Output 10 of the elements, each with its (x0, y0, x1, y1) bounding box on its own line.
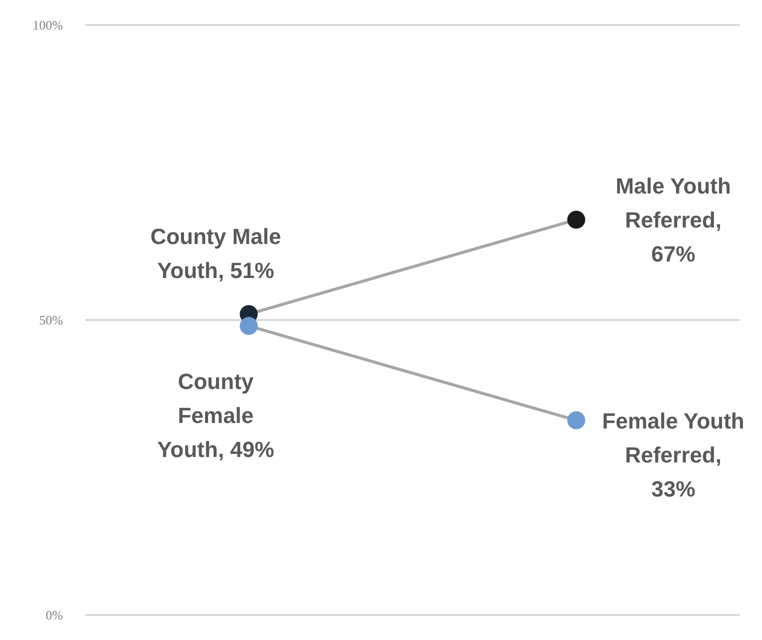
point (567, 411, 586, 430)
data-label: Male Youth Referred, 67% (616, 173, 731, 266)
y-tick-label: 0% (46, 608, 64, 622)
data-label: County Female Youth, 49% (157, 368, 274, 462)
data-label: County Male Youth, 51% (150, 224, 282, 283)
y-tick-label: 50% (39, 312, 64, 328)
y-tick-label: 100% (32, 18, 64, 32)
point (567, 210, 586, 229)
data-label: Female Youth Referred, 33% (602, 408, 744, 501)
point (240, 316, 258, 335)
